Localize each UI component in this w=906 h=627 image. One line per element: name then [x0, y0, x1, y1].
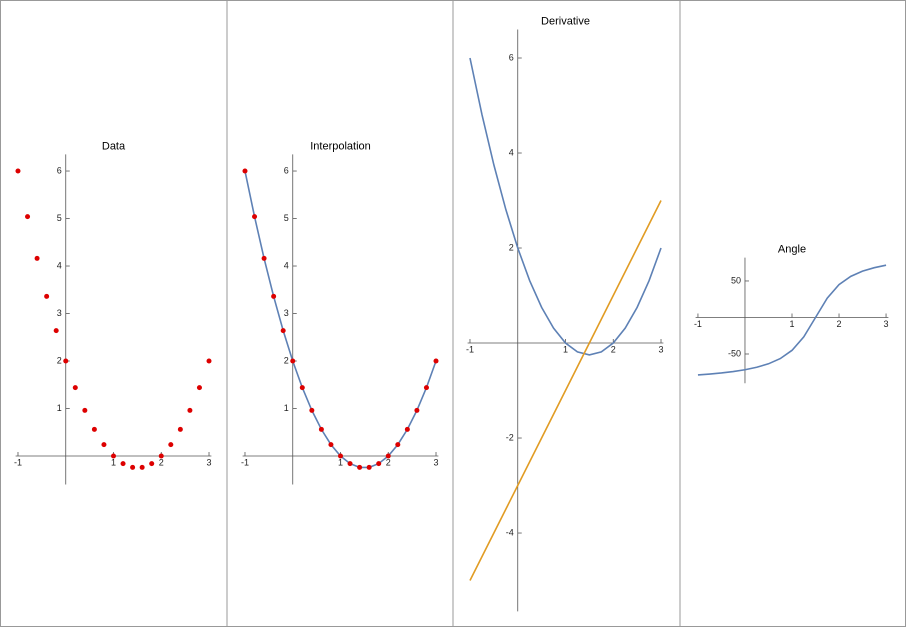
point — [280, 328, 286, 334]
y-tick-label: 6 — [284, 165, 289, 175]
x-tick-label: 3 — [659, 344, 664, 354]
x-tick-label: 1 — [789, 319, 794, 329]
x-tick-label: 1 — [563, 344, 568, 354]
point — [168, 442, 174, 448]
y-tick-label: 2 — [57, 355, 62, 365]
point — [309, 407, 315, 413]
point — [187, 407, 193, 413]
point — [242, 168, 248, 174]
point — [25, 214, 31, 220]
point — [72, 385, 78, 391]
point — [158, 453, 164, 459]
point — [328, 442, 334, 448]
x-tick-label: 2 — [159, 457, 164, 467]
x-tick-label: -1 — [241, 457, 249, 467]
point — [357, 464, 363, 470]
point — [149, 461, 155, 467]
y-tick-label: 1 — [284, 403, 289, 413]
point — [15, 168, 21, 174]
y-tick-label: 5 — [57, 213, 62, 223]
point — [347, 461, 353, 467]
point — [395, 442, 401, 448]
point — [206, 358, 212, 364]
point — [101, 442, 107, 448]
point — [404, 426, 410, 432]
point — [196, 385, 202, 391]
y-tick-label: 6 — [509, 52, 514, 62]
x-tick-label: 2 — [386, 457, 391, 467]
point — [139, 464, 145, 470]
x-tick-label: -1 — [14, 457, 22, 467]
chart-title: Interpolation — [310, 140, 371, 152]
point — [271, 293, 277, 299]
x-tick-label: 1 — [111, 457, 116, 467]
y-tick-label: 5 — [284, 213, 289, 223]
y-tick-label: 2 — [509, 242, 514, 252]
y-tick-label: -4 — [506, 527, 514, 537]
point — [385, 453, 391, 459]
x-tick-label: 3 — [207, 457, 212, 467]
y-tick-label: 4 — [284, 260, 289, 270]
x-tick-label: 2 — [611, 344, 616, 354]
y-tick-label: 3 — [284, 308, 289, 318]
y-tick-label: 50 — [731, 275, 741, 285]
chart-title: Data — [102, 140, 126, 152]
point — [376, 461, 382, 467]
chart-title: Derivative — [541, 15, 590, 27]
point — [338, 453, 343, 459]
x-tick-label: -1 — [466, 344, 474, 354]
y-tick-label: 3 — [57, 308, 62, 318]
point — [91, 426, 97, 432]
y-tick-label: -50 — [728, 348, 741, 358]
y-tick-label: 1 — [57, 403, 62, 413]
x-tick-label: 1 — [338, 457, 343, 467]
point — [261, 255, 267, 261]
point — [130, 464, 136, 470]
y-tick-label: 4 — [57, 260, 62, 270]
point — [34, 255, 40, 261]
point — [414, 407, 420, 413]
point — [82, 407, 88, 413]
point — [423, 385, 429, 391]
y-tick-label: 4 — [509, 147, 514, 157]
curve — [469, 57, 662, 356]
point — [318, 426, 324, 432]
point — [111, 453, 116, 459]
x-tick-label: 3 — [884, 319, 889, 329]
x-tick-label: -1 — [694, 319, 702, 329]
y-tick-label: 2 — [284, 355, 289, 365]
point — [120, 461, 126, 467]
y-tick-label: 6 — [57, 165, 62, 175]
x-tick-label: 2 — [837, 319, 842, 329]
x-tick-label: 3 — [434, 457, 439, 467]
point — [177, 426, 183, 432]
chart-title: Angle — [778, 244, 806, 256]
point — [44, 293, 50, 299]
curve — [697, 264, 887, 376]
y-tick-label: -2 — [506, 432, 514, 442]
point — [290, 358, 296, 364]
point — [63, 358, 69, 364]
point — [366, 464, 372, 470]
point — [433, 358, 439, 364]
curve — [469, 200, 662, 581]
point — [53, 328, 59, 334]
point — [252, 214, 258, 220]
point — [299, 385, 305, 391]
